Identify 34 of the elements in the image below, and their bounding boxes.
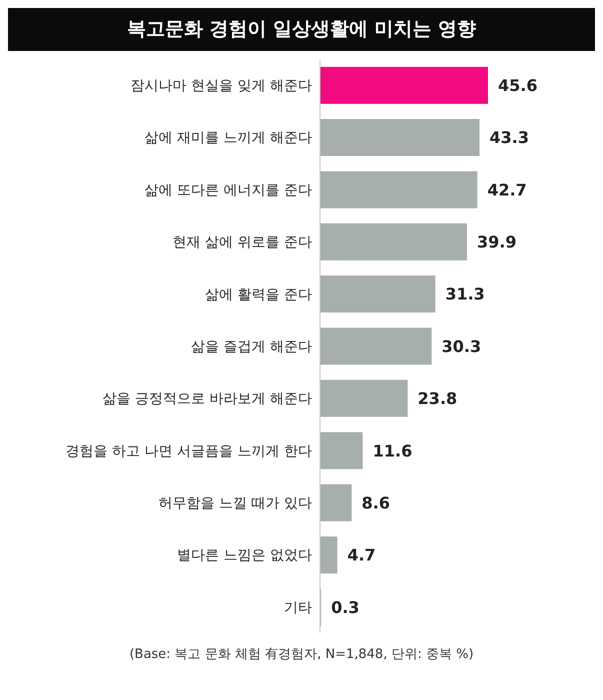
bar [320,171,478,208]
bar [320,119,480,156]
y-tick-label: 삶을 즐겁게 해준다 [191,338,312,355]
bar [320,484,352,522]
data-label: 0.3 [331,598,360,617]
y-tick-label: 별다른 느낌은 없었다 [177,548,312,564]
y-tick-label: 기타 [284,600,312,616]
bar [320,380,408,417]
data-label: 45.6 [498,76,538,96]
y-tick-label: 경험을 하고 나면 서글픔을 느끼게 한다 [66,443,312,460]
data-label: 30.3 [442,336,482,356]
data-label: 11.6 [372,441,412,460]
data-label: 8.6 [362,493,390,512]
y-tick-label: 삶에 재미를 느끼게 해준다 [144,130,312,146]
y-tick-label: 허무함을 느낄 때가 있다 [158,496,312,512]
y-tick-label: 현재 삶에 위로를 준다 [172,234,312,251]
y-tick-label: 삶에 활력을 준다 [205,286,312,303]
data-label: 31.3 [445,284,485,304]
data-label: 4.7 [347,546,376,565]
bar [320,328,432,365]
y-tick-label: 삶을 긍정적으로 바라보게 해준다 [102,391,312,408]
y-tick-label: 잠시나마 현실을 잊게 해준다 [130,78,312,94]
chart-title: 복고문화 경험이 일상생활에 미치는 영향 [8,8,595,51]
bar [320,276,436,313]
bar [320,536,338,574]
data-label: 23.8 [418,389,458,408]
bar [320,432,363,470]
text: (Base: 복고 문화 체험 有경험자, N=1,848, 단위: 중복 %) [128,646,475,663]
y-tick-label: 삶에 또다른 에너지를 준다 [144,182,312,198]
bar [320,223,467,260]
data-label: 42.7 [487,180,527,200]
bar [320,66,488,104]
data-label: 39.9 [477,232,516,252]
data-label: 43.3 [490,128,530,148]
